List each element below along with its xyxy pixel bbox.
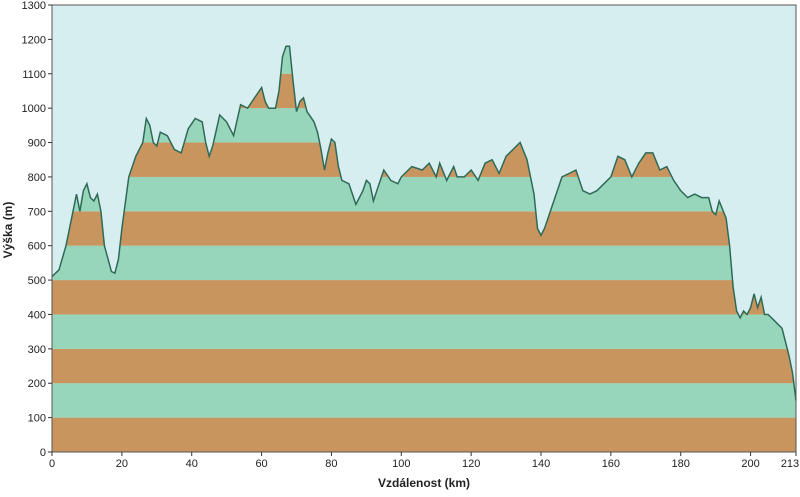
- x-tick-label: 180: [672, 458, 690, 470]
- x-tick-label: 120: [462, 458, 480, 470]
- x-tick-label: 20: [116, 458, 128, 470]
- x-tick-label: 80: [325, 458, 337, 470]
- y-axis-title: Výška (m): [1, 202, 15, 259]
- y-tick-label: 800: [28, 172, 46, 184]
- x-tick-label: 200: [741, 458, 759, 470]
- y-tick-label: 100: [28, 413, 46, 425]
- y-tick-label: 900: [28, 138, 46, 150]
- plot-frame: [51, 4, 797, 453]
- y-tick-label: 700: [28, 206, 46, 218]
- y-tick-label: 1100: [22, 69, 46, 81]
- x-tick-label: 213: [781, 458, 799, 470]
- y-tick-label: 300: [28, 344, 46, 356]
- y-tick-label: 1000: [22, 103, 46, 115]
- x-tick-label: 0: [49, 458, 55, 470]
- elevation-band: [52, 348, 796, 384]
- elevation-band: [52, 176, 796, 212]
- y-tick-label: 1200: [22, 34, 46, 46]
- x-tick-label: 140: [532, 458, 550, 470]
- elevation-line: [51, 45, 797, 401]
- elevation-band: [52, 245, 796, 281]
- x-tick-label: 60: [255, 458, 267, 470]
- x-tick-label: 100: [392, 458, 410, 470]
- x-axis-title: Vzdálenost (km): [378, 476, 470, 490]
- elevation-band: [52, 383, 796, 418]
- x-tick-label: 160: [602, 458, 620, 470]
- elevation-band: [52, 280, 796, 315]
- y-tick-label: 200: [28, 378, 46, 390]
- y-tick-label: 1300: [22, 0, 46, 12]
- y-tick-label: 500: [28, 275, 46, 287]
- elevation-band: [52, 211, 796, 246]
- y-tick-label: 600: [28, 241, 46, 253]
- y-tick-label: 0: [40, 447, 46, 459]
- elevation-band: [52, 314, 796, 349]
- elevation-band: [52, 417, 796, 452]
- x-tick-label: 40: [186, 458, 198, 470]
- y-tick-label: 400: [28, 309, 46, 321]
